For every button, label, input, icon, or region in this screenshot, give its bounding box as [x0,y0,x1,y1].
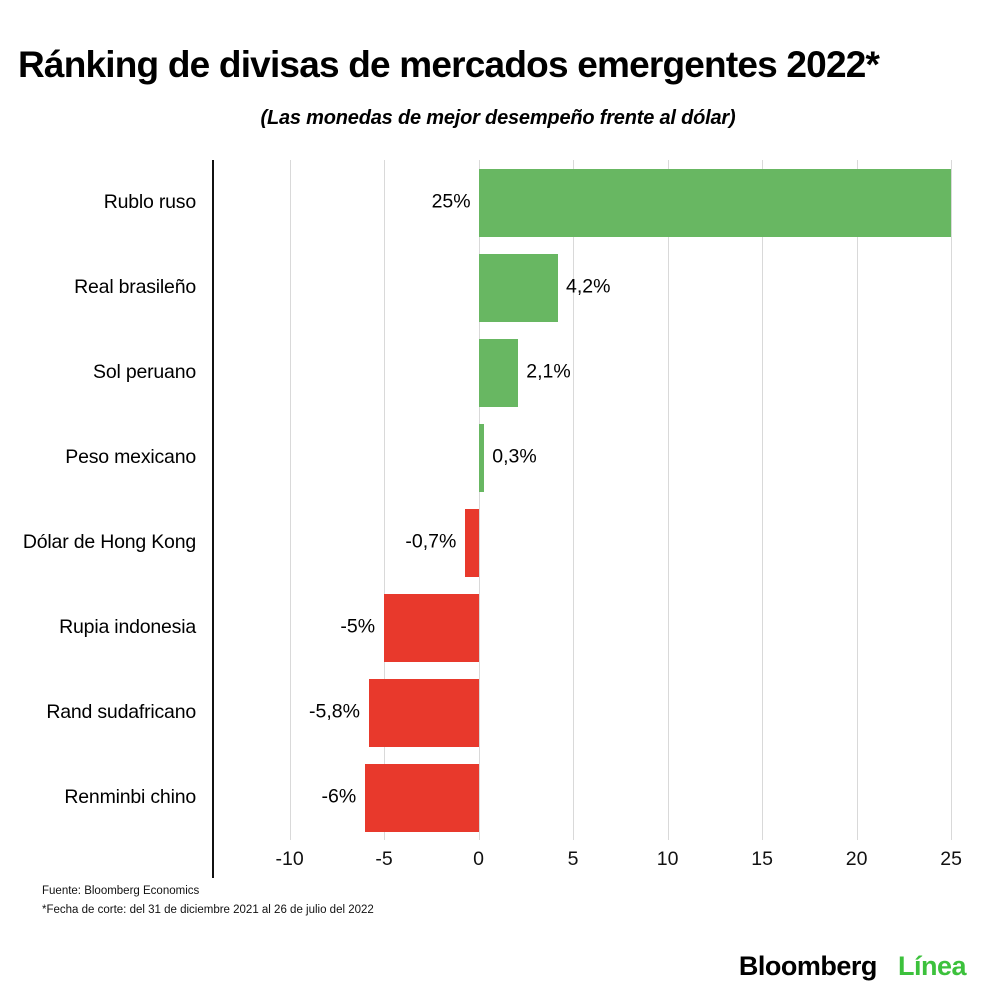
gridline [951,159,953,840]
tick-row: -10 -5 0 5 10 15 20 25 [214,840,970,878]
bar-chart: Rublo ruso Real brasileño Sol peruano Peso … [20,159,970,878]
bar-row: -5,8% [214,670,970,755]
gridline [478,159,480,840]
category-label: Real brasileño [74,275,196,298]
value-label: 0,3% [492,445,537,468]
gridline [856,159,858,840]
plot-wrap: 25% 4,2% 2,1% 0,3% -0,7% -5% -5,8% -6% -10 -5 0 5 1… [212,159,970,878]
bar-row: -5% [214,585,970,670]
category-label: Rupia indonesia [59,615,196,638]
category-labels: Rublo ruso Real brasileño Sol peruano Peso … [20,160,212,878]
bar [478,423,485,492]
bar [368,678,479,747]
bar-row: 0,3% [214,415,970,500]
bar-row: 2,1% [214,330,970,415]
footnote-text: *Fecha de corte: del 31 de diciembre 202… [42,903,374,916]
bar-row: -0,7% [214,500,970,585]
gridline [289,159,291,840]
value-label: -5% [340,615,376,638]
x-tick-label: -10 [275,847,304,870]
value-label: 4,2% [565,275,611,298]
x-tick-label: 20 [845,847,868,870]
category-label: Dólar de Hong Kong [22,530,196,553]
source-text: Fuente: Bloomberg Economics [42,884,200,897]
plot-area: 25% 4,2% 2,1% 0,3% -0,7% -5% -5,8% -6% [214,159,970,840]
bar [384,593,479,662]
chart-subtitle: (Las monedas de mejor desempeño frente a… [260,106,736,129]
gridline [667,159,669,840]
bar [478,253,558,322]
bloomberg-linea-logo: Bloomberg Línea [738,951,967,982]
x-tick-label: 15 [751,847,773,870]
category-label: Peso mexicano [65,445,196,468]
logo-bloomberg: Bloomberg [738,951,878,981]
footer: Fuente: Bloomberg Economics *Fecha de co… [42,882,1000,920]
value-label: 2,1% [526,360,571,383]
bar [365,763,479,832]
chart-title: Ránking de divisas de mercados emergente… [18,44,880,85]
bar-row: 25% [214,160,970,245]
value-label: 25% [431,190,471,213]
value-label: -0,7% [405,530,457,553]
bar [478,168,952,237]
x-tick-label: 25 [940,847,962,870]
bar-row: -6% [214,755,970,840]
x-tick-label: -5 [375,847,393,870]
gridline [573,159,575,840]
category-label: Rublo ruso [103,190,197,213]
x-tick-label: 10 [656,847,679,870]
bar [465,508,479,577]
header: Ránking de divisas de mercados emergente… [0,0,1000,130]
logo-linea: Línea [897,951,967,981]
gridline [762,159,764,840]
bar [478,338,519,407]
category-label: Renminbi chino [64,785,196,808]
value-label: -5,8% [309,700,360,723]
category-label: Sol peruano [93,360,196,383]
bar-row: 4,2% [214,245,970,330]
value-label: -6% [321,785,357,808]
gridline [384,159,386,840]
x-tick-label: 0 [473,847,485,870]
category-label: Rand sudafricano [46,700,196,723]
x-tick-label: 5 [567,847,579,870]
